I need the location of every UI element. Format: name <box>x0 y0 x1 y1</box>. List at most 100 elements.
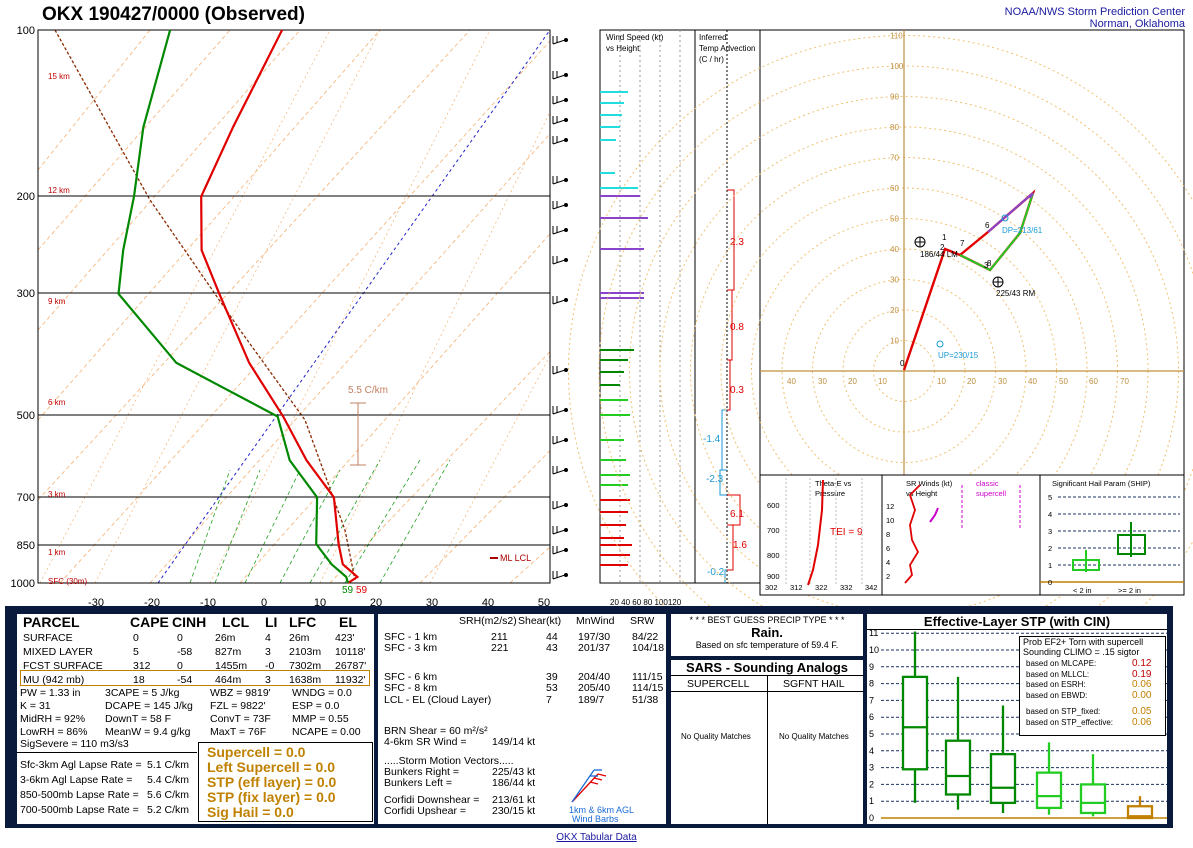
parcel-cell: 827m <box>215 646 242 658</box>
parcel-cell: 0 <box>177 660 183 672</box>
hodo-xtick: 20 <box>967 377 976 386</box>
lapse-rate-label: 5.5 C/km <box>348 385 388 396</box>
wind-barb <box>552 136 568 145</box>
sars-col1: SUPERCELL <box>687 678 750 690</box>
stp-ytick: 7 <box>869 695 874 705</box>
hodo-tick: 90 <box>890 93 899 102</box>
te-y: 900 <box>767 572 780 581</box>
composite-box: Supercell = 0.0 Left Supercell = 0.0 STP (… <box>198 742 373 822</box>
ta-title2: Temp Advection <box>699 44 755 53</box>
parcel-cell: 4 <box>265 632 271 644</box>
kin-cell: 205/40 <box>578 682 611 694</box>
p-label: 850 <box>17 540 35 552</box>
stp-ytick: 5 <box>869 729 874 739</box>
sars-hline <box>671 691 863 692</box>
stat-cell: 3CAPE = 5 J/kg <box>105 687 180 699</box>
te-y: 600 <box>767 501 780 510</box>
motion-label: Corfidi Upshear = <box>384 805 466 817</box>
hodo-xtick: 40 <box>1028 377 1037 386</box>
stat-cell: WBZ = 9819' <box>210 687 271 699</box>
parcel-cell: 10118' <box>335 646 366 658</box>
wind-barb <box>552 296 568 305</box>
kh: Shear(kt) <box>518 615 562 627</box>
hodo-xtick: 40 <box>787 377 796 386</box>
sr-y: 4 <box>886 558 890 567</box>
mu-highlight <box>20 670 370 686</box>
stat-cell: MeanW = 9.4 g/kg <box>105 726 191 738</box>
kh: MnWind <box>576 615 615 627</box>
brn: BRN Shear = 60 m²/s² <box>384 725 488 737</box>
stp-prob-label: based on ESRH: <box>1026 680 1086 689</box>
tabular-data-link[interactable]: OKX Tabular Data <box>556 832 637 843</box>
stp-ytick: 1 <box>869 796 874 806</box>
t-tick: 10 <box>314 597 326 606</box>
ws-ticks: 20 40 60 80 100120 <box>610 598 682 606</box>
stp-prob-value: 0.19 <box>1132 668 1152 680</box>
composite-index: STP (fix layer) = 0.0 <box>207 789 336 805</box>
motion-value: 225/43 kt <box>492 766 536 778</box>
composite-index: Supercell = 0.0 <box>207 744 306 760</box>
stp-panel: Effective-Layer STP (with CIN) 11 10 9 8 7 6 5… <box>867 614 1167 824</box>
t-tick: -10 <box>200 597 216 606</box>
hodo-up: UP=230/15 <box>938 351 979 360</box>
sars-panel: SARS - Sounding Analogs SUPERCELL SGFNT … <box>671 660 863 824</box>
parcel-cell: 11932' <box>335 674 366 686</box>
windspeed-panel <box>599 29 696 584</box>
precip-title: * * * BEST GUESS PRECIP TYPE * * * <box>689 615 845 625</box>
parcel-cell: 1638m <box>289 674 322 686</box>
stp-ytick: 3 <box>869 763 874 773</box>
dewpoint-profile <box>117 29 350 584</box>
t-tick: -30 <box>88 597 104 606</box>
sr-y: 12 <box>886 502 894 511</box>
te-x: 302 <box>765 583 778 592</box>
kin-cell: LCL - EL (Cloud Layer) <box>384 694 492 706</box>
hodo-tick: 100 <box>890 62 904 71</box>
te-title1: Theta-E vs <box>815 479 852 488</box>
stat-cell: ConvT = 73F <box>210 713 271 725</box>
stp-ytick: 10 <box>869 645 879 655</box>
stp-ytick: 2 <box>869 779 874 789</box>
hodo-xtick: 60 <box>1089 377 1098 386</box>
te-x: 332 <box>840 583 853 592</box>
stp-cat: EF3 <box>947 823 962 824</box>
sfc-temp: 59 <box>356 585 368 596</box>
stp-box <box>1126 796 1154 820</box>
p-label: 100 <box>17 25 35 37</box>
hodo-tick: 80 <box>890 123 899 132</box>
ship-title: Significant Hail Param (SHIP) <box>1052 479 1151 488</box>
parcel-cell: MIXED LAYER <box>23 646 93 658</box>
precip-value: Rain. <box>751 625 783 640</box>
hodo-xtick: 10 <box>878 377 887 386</box>
t-tick: 40 <box>482 597 494 606</box>
kin-cell: 84/22 <box>632 631 659 643</box>
sr-y: 8 <box>886 530 890 539</box>
stat-cell: ESP = 0.0 <box>292 700 340 712</box>
kin-cell: 189/7 <box>578 694 605 706</box>
stp-prob-label: based on MLCAPE: <box>1026 659 1097 668</box>
ph: EL <box>339 614 357 630</box>
ws-title2: vs Height <box>606 44 640 53</box>
sr-classic2: supercell <box>976 489 1006 498</box>
stp-prob-row: based on MLCAPE: 0.12 <box>1026 658 1165 670</box>
kin-cell: 114/15 <box>632 682 664 694</box>
stp-box <box>989 705 1017 813</box>
hodo-pt: 8 <box>987 259 992 268</box>
sars-col2: SGFNT HAIL <box>783 678 845 690</box>
credit-line1: NOAA/NWS Storm Prediction Center <box>1004 6 1185 18</box>
stp-prob-value: 0.00 <box>1132 689 1152 701</box>
ta-val: -0.2 <box>707 567 725 578</box>
stat-cell: NCAPE = 0.00 <box>292 726 361 738</box>
ml-lcl-label: ML LCL <box>500 553 531 563</box>
lapse-value: 5.1 C/km <box>147 759 190 771</box>
stp-box <box>1035 742 1063 815</box>
ws-title1: Wind Speed (kt) <box>606 33 664 42</box>
credit-line2: Norman, Oklahoma <box>1089 18 1185 30</box>
te-title2: Pressure <box>815 489 845 498</box>
wind-barb <box>552 526 568 535</box>
ph: CAPE <box>130 614 169 630</box>
sars-title: SARS - Sounding Analogs <box>671 660 863 676</box>
sr46: 4-6km SR Wind = <box>384 736 467 748</box>
sr-y: 2 <box>886 572 890 581</box>
stp-prob-value: 0.06 <box>1132 679 1152 690</box>
ta-title3: (C / hr) <box>699 55 724 64</box>
